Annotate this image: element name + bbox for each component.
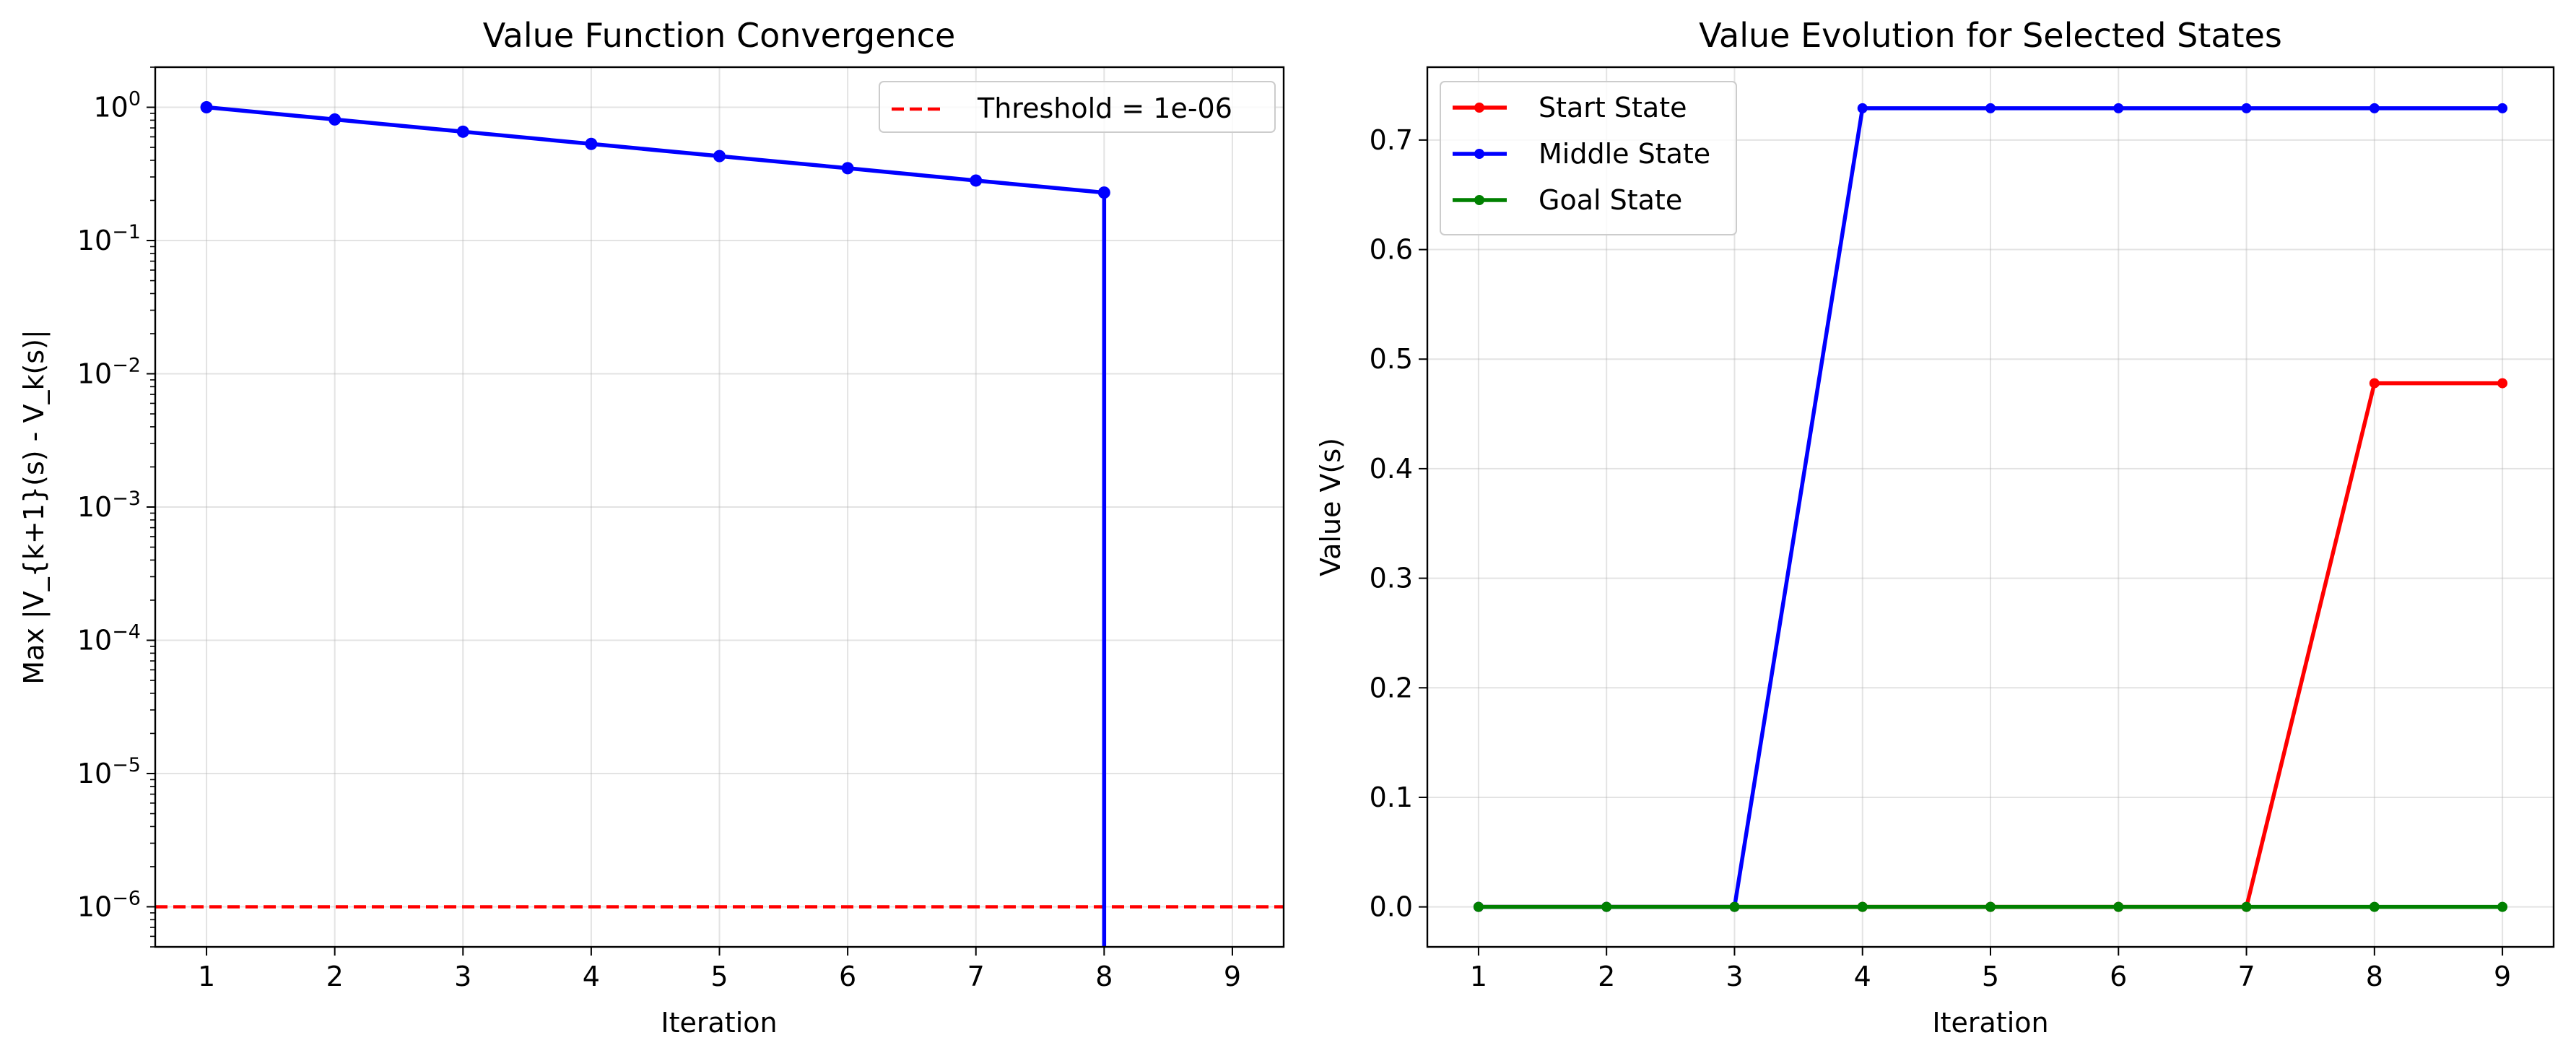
x-tick-label: 3: [454, 961, 471, 992]
y-axis-label-convergence: Max |V_{k+1}(s) - V_k(s)|: [18, 329, 51, 684]
x-tick-label: 5: [1982, 961, 1999, 992]
data-point-goal-state: [1857, 901, 1868, 912]
y-tick-label: 0.5: [1370, 343, 1413, 375]
chart-title-value-evolution: Value Evolution for Selected States: [1699, 16, 2282, 55]
legend-value-evolution: Start State Middle State Goal State: [1440, 81, 1737, 235]
x-tick-label: 8: [2366, 961, 2383, 992]
data-point: [970, 174, 983, 187]
data-point-goal-state: [2241, 901, 2252, 912]
data-point-goal-state: [1729, 901, 1740, 912]
y-tick-label: 0.6: [1370, 234, 1413, 266]
data-point: [841, 162, 854, 175]
data-point: [328, 113, 341, 126]
data-point-middle-state: [2369, 103, 2380, 113]
y-tick-label: 10−3: [77, 488, 141, 523]
x-tick-label: 7: [2237, 961, 2255, 992]
legend-label-start-state: Start State: [1539, 92, 1687, 124]
y-tick-label: 0.1: [1370, 781, 1413, 813]
x-tick-label: 9: [1224, 961, 1241, 992]
y-tick-label: 10−4: [77, 620, 141, 656]
y-tick-label: 10−2: [77, 355, 141, 390]
x-tick-label: 7: [967, 961, 985, 992]
x-axis-label-convergence: Iteration: [661, 1007, 777, 1039]
x-tick-label: 2: [326, 961, 344, 992]
legend-box: [1440, 81, 1737, 235]
legend-label-threshold: Threshold = 1e-06: [977, 92, 1232, 124]
series-line: [206, 105, 1107, 947]
data-point-middle-state: [2241, 103, 2252, 113]
legend-box: [879, 81, 1276, 133]
legend-marker-middle-state: [1474, 149, 1484, 159]
x-axis-label-value-evolution: Iteration: [1932, 1007, 2048, 1039]
data-point: [1097, 186, 1110, 199]
x-tick-label: 4: [1854, 961, 1871, 992]
data-point-middle-state: [2497, 103, 2508, 113]
x-tick-label: 9: [2494, 961, 2511, 992]
x-tick-label: 5: [710, 961, 728, 992]
y-tick-label: 0.0: [1370, 891, 1413, 923]
x-tick-label: 1: [1470, 961, 1487, 992]
y-tick-label: 0.7: [1370, 124, 1413, 156]
y-tick-label: 10−1: [77, 221, 141, 256]
data-point-start-state: [2369, 378, 2380, 389]
x-tick-label: 4: [583, 961, 600, 992]
y-tick-label: 0.4: [1370, 453, 1413, 485]
data-point-goal-state: [2497, 901, 2508, 912]
legend-marker-start-state: [1474, 103, 1484, 113]
x-tick-label: 6: [2110, 961, 2127, 992]
data-point: [200, 101, 213, 114]
data-point-middle-state: [2113, 103, 2124, 113]
legend-marker-goal-state: [1474, 195, 1484, 205]
y-tick-label: 0.3: [1370, 563, 1413, 594]
y-axis-label-value-evolution: Value V(s): [1315, 438, 1346, 576]
data-point-middle-state: [1985, 103, 1996, 113]
x-tick-label: 8: [1095, 961, 1113, 992]
x-tick-label: 1: [198, 961, 215, 992]
x-tick-label: 6: [839, 961, 856, 992]
chart-title-convergence: Value Function Convergence: [483, 16, 956, 55]
y-tick-label: 100: [93, 88, 141, 124]
data-point-goal-state: [2369, 901, 2380, 912]
data-point-start-state: [2497, 378, 2508, 389]
data-point-goal-state: [1473, 901, 1484, 912]
y-tick-label: 10−6: [77, 887, 141, 922]
convergence-panel: Value Function Convergence 1 2 3 4 5 6 7 8 9 100 1…: [18, 16, 1285, 1039]
x-tick-label: 3: [1726, 961, 1743, 992]
x-tick-label: 2: [1598, 961, 1615, 992]
value-evolution-panel: Value Evolution for Selected States 1 2 3 4…: [1315, 16, 2555, 1039]
data-point-goal-state: [1985, 901, 1996, 912]
y-tick-label: 10−5: [77, 754, 141, 789]
data-point-middle-state: [1857, 103, 1868, 113]
y-tick-label: 0.2: [1370, 672, 1413, 703]
data-point-goal-state: [1601, 901, 1612, 912]
data-point-goal-state: [2113, 901, 2124, 912]
data-point: [585, 137, 598, 150]
data-point: [456, 125, 469, 138]
legend-label-middle-state: Middle State: [1539, 138, 1710, 170]
legend-label-goal-state: Goal State: [1539, 184, 1682, 216]
data-point: [713, 150, 726, 163]
legend-convergence: Threshold = 1e-06: [879, 81, 1276, 133]
